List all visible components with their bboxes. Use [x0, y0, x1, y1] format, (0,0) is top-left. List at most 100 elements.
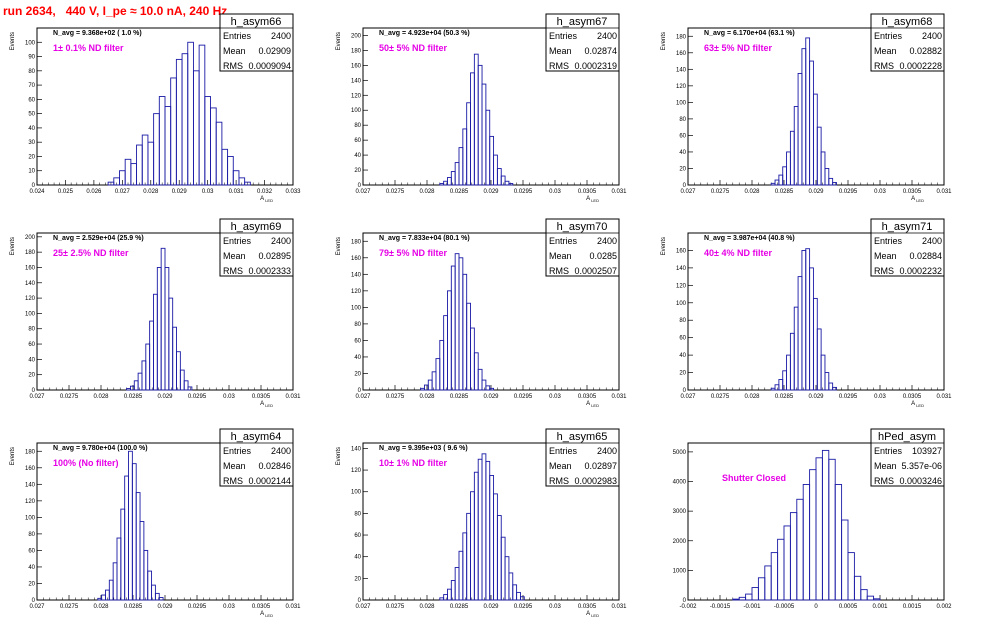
x-tick-label: 0.026	[86, 189, 102, 195]
histogram-bin	[458, 257, 464, 391]
histogram-bin	[145, 343, 151, 391]
y-tick-label: 80	[28, 69, 35, 75]
x-tick-label: 0.03	[549, 394, 561, 400]
histogram-series	[439, 53, 514, 186]
histogram-bin	[473, 53, 479, 186]
histogram-bin	[485, 460, 491, 601]
histogram-panel-hPed_asym: -0.002 -0.0015 -0.001 -0.0005 0 0.0005 0.001 0.…	[673, 428, 952, 610]
y-axis-label: Events	[661, 32, 667, 50]
x-tick-label: 0.031	[285, 394, 301, 400]
x-tick-label: 0.028	[93, 394, 109, 400]
y-tick-label: 120	[351, 93, 362, 99]
stats-value: 0.02874	[584, 46, 617, 56]
stats-title: h_asym71	[882, 221, 933, 233]
stats-value: 0.0002144	[248, 476, 291, 486]
histogram-bin	[828, 382, 834, 391]
y-tick-label: 0	[683, 598, 687, 604]
histogram-bin	[164, 267, 170, 391]
x-tick-label: 0.032	[257, 189, 273, 195]
y-tick-label: 30	[28, 140, 35, 146]
stats-label: Mean	[549, 46, 572, 56]
x-tick-label: 0.027	[355, 189, 371, 195]
histogram-bin	[198, 44, 206, 186]
histogram-bin	[450, 171, 456, 186]
x-tick-label: 0.027	[355, 604, 371, 610]
stats-label: Entries	[223, 236, 252, 246]
histogram-bin	[130, 163, 138, 186]
y-tick-label: 70	[28, 83, 35, 89]
histogram-bin	[500, 175, 506, 186]
y-tick-label: 0	[358, 598, 362, 604]
x-tick-label: 0.033	[285, 189, 301, 195]
histogram-bin	[805, 248, 811, 391]
histogram-bin	[137, 372, 143, 391]
x-tick-label: 0.024	[29, 189, 45, 195]
histogram-bin	[485, 109, 491, 186]
x-tick-label: 0.0275	[60, 394, 79, 400]
y-tick-label: 80	[679, 117, 686, 123]
stats-label: RMS	[223, 476, 243, 486]
histogram-bin	[821, 449, 830, 601]
histogram-bin	[183, 380, 189, 391]
stats-label: Entries	[874, 31, 903, 41]
x-axis-label: A LED	[911, 401, 924, 408]
x-tick-label: 0.0285	[450, 394, 469, 400]
y-tick-label: 100	[25, 40, 36, 46]
histogram-bin	[439, 183, 445, 186]
stats-label: Mean	[223, 461, 246, 471]
histogram-bin	[812, 93, 818, 186]
histogram-bin	[770, 552, 779, 601]
histogram-bin	[793, 306, 799, 391]
histogram-bin	[820, 151, 826, 186]
stats-label: Mean	[223, 251, 246, 261]
histogram-bin	[824, 168, 830, 186]
histogram-bin	[770, 182, 776, 186]
x-tick-label: 0.03	[202, 189, 214, 195]
y-tick-label: 160	[676, 51, 687, 57]
x-tick-label: 0.03	[874, 189, 886, 195]
x-tick-label: 0.028	[143, 189, 159, 195]
x-tick-label: 0.001	[872, 604, 888, 610]
histogram-bin	[481, 379, 487, 391]
histogram-bin	[809, 60, 814, 186]
histogram-bin	[519, 596, 525, 601]
stats-label: RMS	[549, 61, 569, 71]
stats-value: 5.357e-06	[901, 461, 942, 471]
histogram-bin	[805, 37, 811, 186]
histogram-bin	[124, 475, 129, 601]
y-tick-label: 100	[351, 490, 362, 496]
histogram-bin	[496, 168, 502, 186]
stats-value: 0.02909	[258, 46, 291, 56]
histogram-bin	[158, 597, 164, 601]
histogram-bin	[462, 532, 468, 601]
x-tick-label: 0.03	[549, 189, 561, 195]
x-tick-label: 0.031	[611, 604, 627, 610]
x-tick-label: 0.0275	[386, 604, 405, 610]
histogram-bin	[131, 463, 137, 601]
y-tick-label: 140	[25, 482, 36, 488]
stats-value: 0.0002333	[248, 266, 291, 276]
x-tick-label: 0.0295	[839, 189, 858, 195]
y-tick-label: 0	[32, 183, 36, 189]
stats-value: 0.0002507	[574, 266, 617, 276]
histogram-bin	[458, 550, 464, 601]
histogram-bin	[873, 598, 881, 601]
histogram-bin	[841, 519, 849, 601]
x-tick-label: 0.0285	[450, 604, 469, 610]
x-tick-label: 0.029	[483, 394, 499, 400]
histogram-bin	[462, 128, 468, 186]
histogram-bin	[797, 72, 803, 186]
x-tick-label: 0.0005	[839, 604, 858, 610]
histogram-bin	[853, 575, 862, 601]
histogram-bin	[420, 387, 425, 391]
histogram-bin	[147, 570, 153, 601]
histogram-bin	[738, 596, 747, 601]
histogram-bin	[435, 358, 441, 391]
x-tick-label: 0.028	[419, 604, 435, 610]
histogram-bin	[156, 267, 162, 391]
y-tick-label: 180	[25, 449, 36, 455]
histogram-series	[97, 450, 164, 601]
y-tick-label: 20	[679, 166, 686, 172]
histogram-bin	[815, 457, 823, 601]
histogram-bin	[153, 113, 160, 186]
